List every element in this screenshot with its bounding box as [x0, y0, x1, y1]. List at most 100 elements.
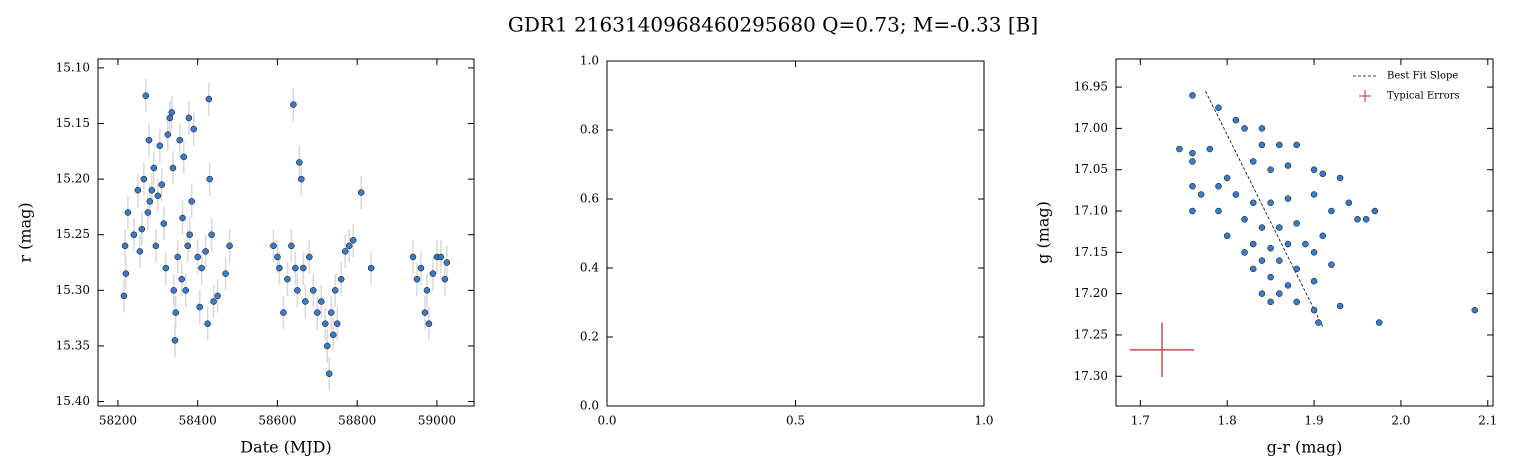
data-point [1249, 199, 1257, 207]
data-point [1232, 191, 1240, 198]
data-point [169, 164, 177, 172]
x-tick-label: 1.7 [1131, 414, 1150, 428]
data-point [1176, 145, 1183, 153]
data-point [154, 192, 162, 200]
data-point [206, 175, 213, 183]
axes-frame [97, 58, 475, 407]
data-point [176, 136, 183, 144]
y-tick-label: 0.6 [580, 192, 599, 206]
data-point [1293, 298, 1300, 306]
data-point [162, 264, 170, 272]
data-point [178, 275, 185, 283]
y-tick-label: 17.00 [1074, 121, 1108, 135]
data-point [1319, 232, 1326, 240]
y-axis-label: g (mag) [1034, 201, 1053, 264]
data-point [1310, 277, 1318, 285]
data-point [294, 287, 301, 294]
data-point [214, 292, 221, 300]
data-point [146, 198, 154, 205]
data-point [1267, 244, 1274, 252]
data-point [1293, 141, 1300, 149]
data-point [122, 270, 130, 277]
data-point [170, 287, 178, 294]
data-point [184, 242, 191, 250]
data-point [421, 309, 429, 316]
data-point [1276, 257, 1283, 264]
data-point [1293, 220, 1300, 227]
data-point [1319, 170, 1326, 178]
data-point [136, 248, 144, 255]
data-point [1241, 125, 1248, 132]
y-tick-label: 15.35 [56, 338, 90, 352]
data-point [1258, 141, 1266, 149]
data-point [1249, 240, 1257, 248]
data-point [1258, 290, 1266, 297]
data-point [1223, 174, 1231, 182]
data-point [174, 253, 181, 261]
data-point [182, 287, 189, 294]
y-tick-label: 15.20 [56, 172, 90, 186]
data-point [204, 320, 211, 327]
data-point [324, 342, 331, 350]
data-point [341, 248, 349, 255]
x-tick-label: 1.8 [1218, 414, 1237, 428]
data-point [276, 264, 283, 272]
data-point [1284, 195, 1292, 202]
x-axis-label: g-r (mag) [1267, 438, 1343, 457]
data-point [1471, 306, 1479, 314]
data-point [1310, 166, 1318, 173]
data-point [1362, 216, 1370, 223]
data-point [274, 253, 281, 261]
y-axis-label: r (mag) [16, 202, 35, 262]
data-point [331, 287, 339, 294]
data-point [349, 237, 357, 244]
x-tick-label: 2.1 [1478, 414, 1497, 428]
data-point [186, 231, 193, 238]
data-point [326, 370, 333, 377]
data-point [152, 242, 160, 250]
legend-label: Typical Errors [1387, 91, 1460, 102]
data-point [205, 95, 213, 103]
data-point [270, 242, 277, 250]
data-point [1315, 319, 1322, 326]
data-point [417, 264, 425, 272]
data-point [302, 298, 309, 305]
data-point [121, 242, 129, 250]
y-tick-label: 0.0 [580, 399, 599, 413]
data-point [156, 142, 164, 149]
data-point [1258, 125, 1266, 132]
y-tick-label: 15.25 [56, 227, 90, 241]
y-tick-label: 15.15 [56, 116, 90, 130]
data-point [1197, 191, 1205, 198]
x-tick-label: 58800 [338, 414, 376, 428]
data-point [202, 248, 209, 255]
y-tick-label: 15.30 [56, 283, 90, 297]
data-point [1215, 104, 1222, 111]
data-point [148, 186, 156, 194]
data-point [171, 337, 179, 344]
data-point [345, 242, 353, 250]
data-point [367, 264, 375, 272]
data-point [138, 225, 146, 233]
data-point [1276, 141, 1283, 149]
data-point [185, 114, 193, 122]
data-point [158, 181, 166, 188]
data-point [298, 175, 305, 183]
x-tick-label: 58400 [179, 414, 217, 428]
data-point [208, 231, 215, 238]
data-point [164, 131, 172, 138]
data-point [210, 298, 217, 305]
y-tick-label: 15.10 [56, 60, 90, 74]
y-tick-label: 15.40 [56, 394, 90, 408]
data-point [226, 242, 233, 250]
data-point [1371, 207, 1379, 215]
data-point [1232, 116, 1240, 124]
data-point [1215, 182, 1222, 190]
data-point [120, 292, 128, 300]
data-point [310, 287, 317, 294]
data-point [179, 214, 186, 222]
data-point [409, 253, 417, 261]
data-point [130, 231, 138, 238]
data-point [1267, 166, 1274, 173]
